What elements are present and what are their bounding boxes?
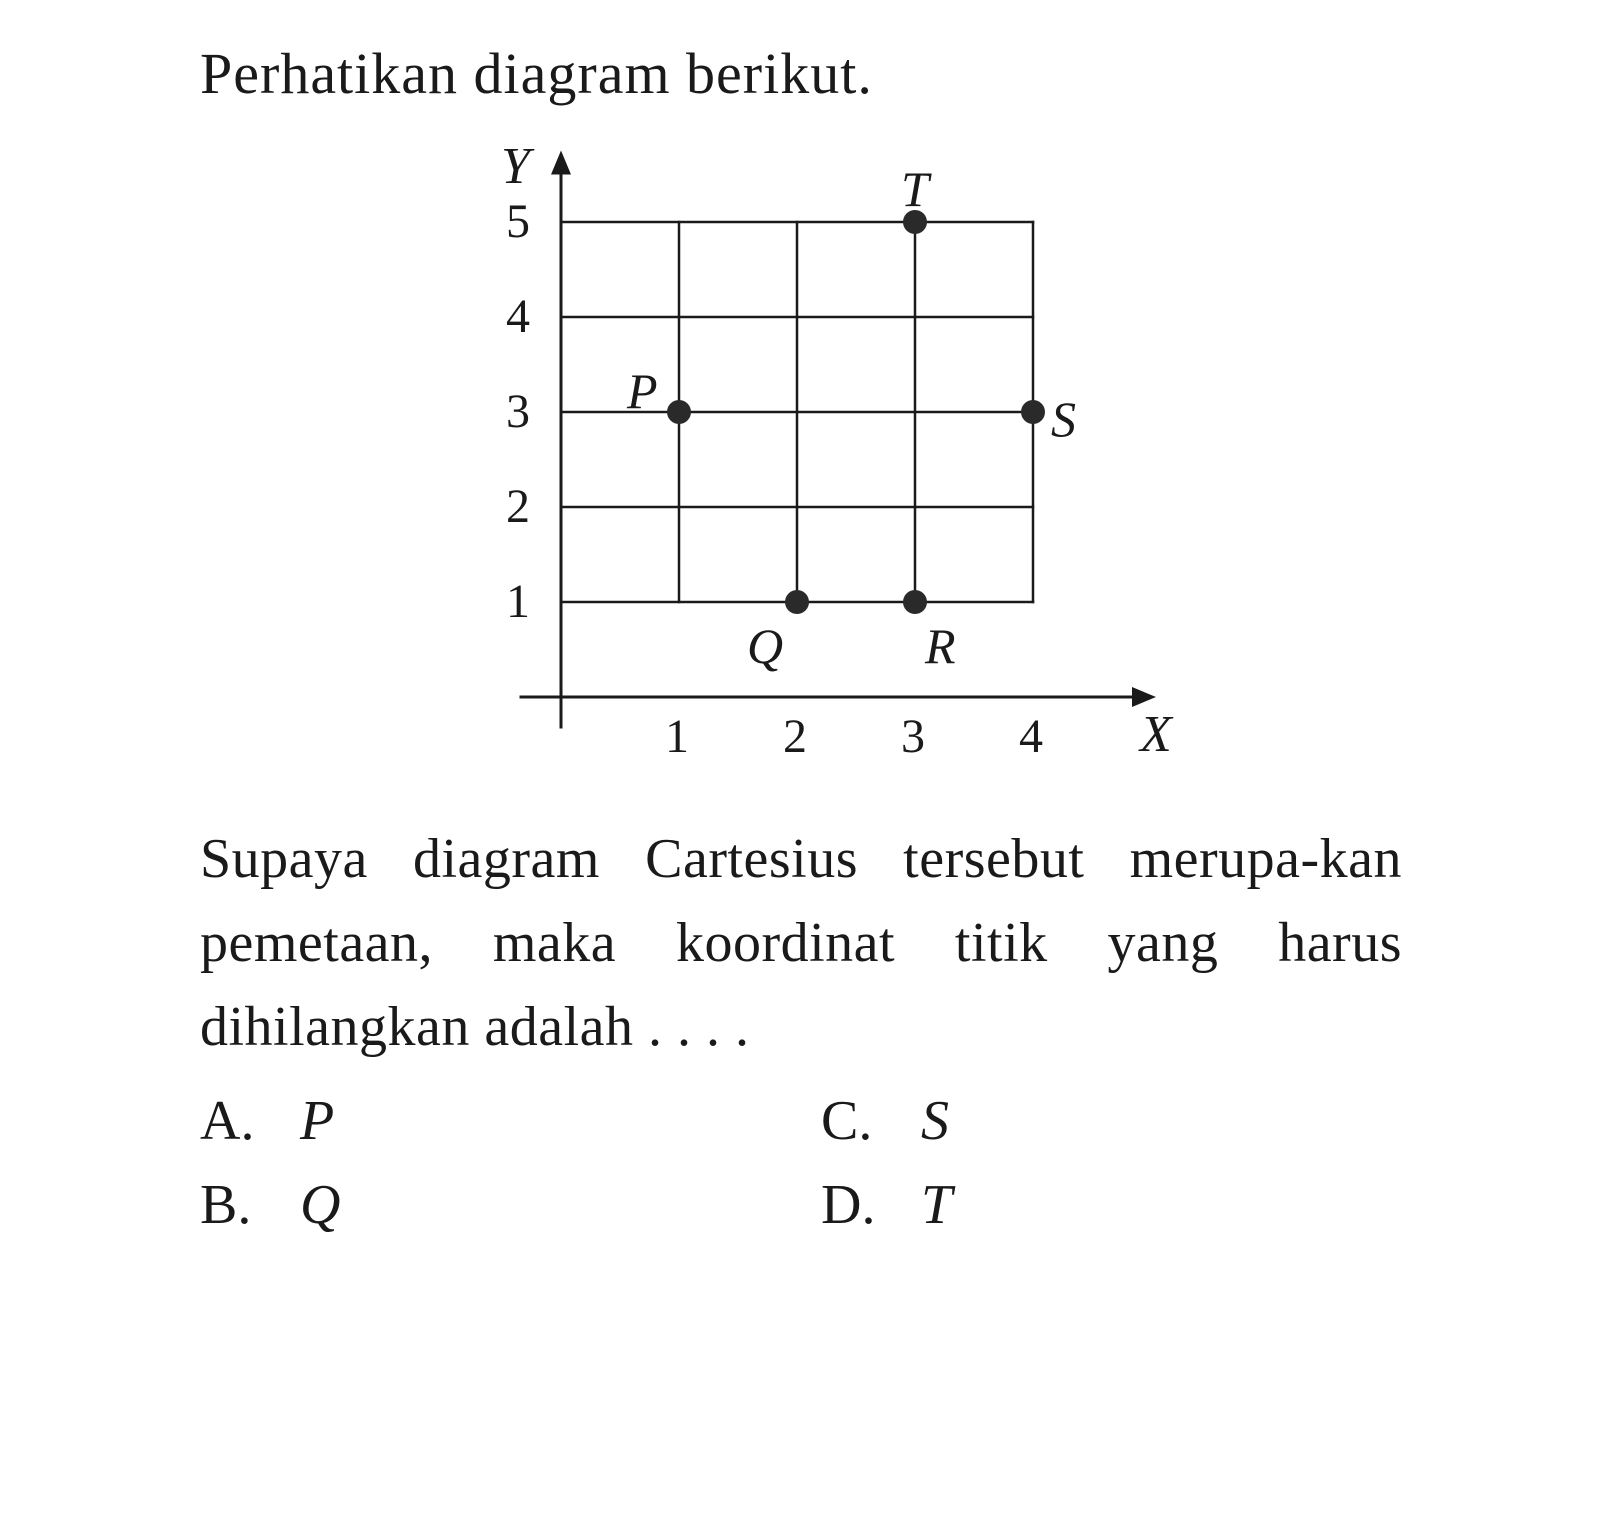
point-label-q: Q xyxy=(747,617,783,675)
option-a-value: P xyxy=(300,1089,334,1153)
option-b: B. Q xyxy=(200,1173,781,1237)
point-r xyxy=(903,590,927,614)
chart-svg xyxy=(431,137,1171,777)
y-axis-arrow xyxy=(551,151,571,175)
chart-container: 1 2 3 4 5 1 2 3 4 Y X P Q R S T xyxy=(200,137,1402,777)
option-a-letter: A. xyxy=(200,1089,300,1153)
point-label-s: S xyxy=(1051,390,1076,448)
y-tick-label: 5 xyxy=(506,194,530,249)
option-b-letter: B. xyxy=(200,1173,300,1237)
x-tick-label: 3 xyxy=(901,709,925,764)
x-tick-label: 1 xyxy=(665,709,689,764)
question-intro: Perhatikan diagram berikut. xyxy=(200,40,1402,107)
cartesian-chart: 1 2 3 4 5 1 2 3 4 Y X P Q R S T xyxy=(431,137,1171,777)
option-d: D. T xyxy=(821,1173,1402,1237)
option-c-value: S xyxy=(921,1089,949,1153)
y-axis-label: Y xyxy=(501,137,530,196)
option-c: C. S xyxy=(821,1089,1402,1153)
y-tick-label: 2 xyxy=(506,479,530,534)
x-axis-label: X xyxy=(1140,705,1172,764)
x-tick-label: 4 xyxy=(1019,709,1043,764)
option-d-value: T xyxy=(921,1173,952,1237)
point-q xyxy=(785,590,809,614)
option-b-value: Q xyxy=(300,1173,340,1237)
x-axis-arrow xyxy=(1132,687,1156,707)
question-followup: Supaya diagram Cartesius tersebut merupa… xyxy=(200,817,1402,1069)
option-d-letter: D. xyxy=(821,1173,921,1237)
point-label-r: R xyxy=(925,617,956,675)
point-label-t: T xyxy=(901,160,929,218)
y-tick-label: 1 xyxy=(506,574,530,629)
option-a: A. P xyxy=(200,1089,781,1153)
point-s xyxy=(1021,400,1045,424)
option-c-letter: C. xyxy=(821,1089,921,1153)
options-grid: A. P C. S B. Q D. T xyxy=(200,1089,1402,1237)
x-tick-label: 2 xyxy=(783,709,807,764)
y-tick-label: 4 xyxy=(506,289,530,344)
point-label-p: P xyxy=(627,362,658,420)
y-tick-label: 3 xyxy=(506,384,530,439)
point-p xyxy=(667,400,691,424)
